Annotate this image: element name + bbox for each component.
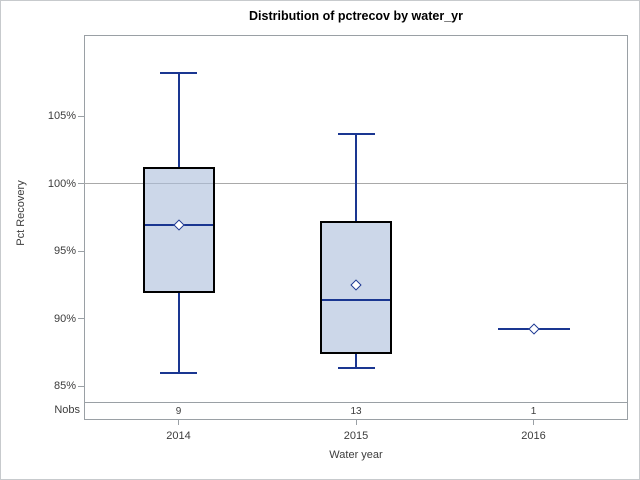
- y-axis-tick: [78, 385, 84, 387]
- nobs-value: 9: [175, 406, 182, 417]
- y-axis-tick: [78, 318, 84, 319]
- y-tick-label: 85%: [53, 380, 76, 392]
- y-tick-label: 90%: [53, 312, 76, 325]
- nobs-row-label: Nobs: [54, 404, 80, 416]
- lower-whisker-cap: [337, 367, 375, 370]
- nobs-separator-line: [84, 402, 628, 403]
- median-line: [322, 298, 390, 301]
- x-axis-tick: [355, 419, 357, 425]
- lower-whisker-line: [355, 353, 357, 369]
- y-tick-label: 95%: [53, 245, 76, 257]
- lower-whisker-cap: [160, 371, 197, 374]
- upper-whisker-line: [177, 72, 180, 168]
- upper-whisker-cap: [160, 71, 197, 74]
- chart-title: Distribution of pctrecov by water_yr: [249, 9, 463, 23]
- y-axis-tick: [78, 115, 84, 117]
- y-tick-label: 100%: [47, 177, 76, 190]
- y-axis-title: Pct Recovery: [15, 180, 27, 246]
- x-axis-tick: [178, 419, 179, 425]
- nobs-value: 1: [530, 406, 537, 417]
- y-axis-tick: [78, 250, 84, 252]
- x-axis-tick: [533, 419, 534, 425]
- upper-whisker-cap: [337, 132, 375, 135]
- lower-whisker-line: [177, 292, 180, 373]
- nobs-value: 13: [350, 406, 362, 417]
- upper-whisker-line: [355, 133, 357, 222]
- x-axis-title: Water year: [329, 449, 383, 461]
- x-tick-label: 2016: [521, 429, 546, 442]
- y-tick-label: 105%: [47, 110, 76, 122]
- x-tick-label: 2015: [343, 429, 369, 442]
- y-axis-tick: [78, 183, 84, 184]
- x-tick-label: 2014: [166, 429, 191, 442]
